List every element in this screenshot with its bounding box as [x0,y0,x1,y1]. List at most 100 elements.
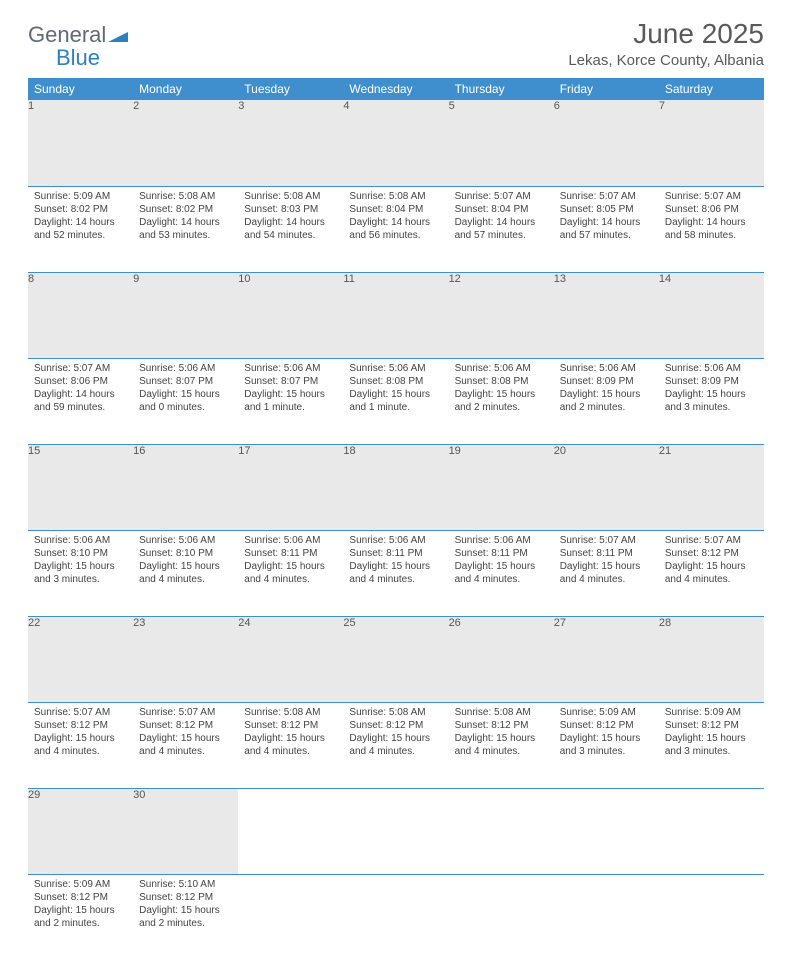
logo-general: General [28,22,106,47]
day-number-cell [343,788,448,874]
triangle-icon [108,28,128,47]
calendar-day-cell: Sunrise: 5:06 AMSunset: 8:07 PMDaylight:… [238,358,343,444]
day-number-cell: 24 [238,616,343,702]
day-number-cell: 5 [449,100,554,186]
weekday-header-row: SundayMondayTuesdayWednesdayThursdayFrid… [28,78,764,100]
day-number-cell: 4 [343,100,448,186]
calendar-day-cell: Sunrise: 5:08 AMSunset: 8:02 PMDaylight:… [133,186,238,272]
weekday-header: Monday [133,78,238,100]
day-number-cell: 18 [343,444,448,530]
calendar-day-cell: Sunrise: 5:09 AMSunset: 8:02 PMDaylight:… [28,186,133,272]
month-title: June 2025 [568,18,764,50]
day-details: Sunrise: 5:06 AMSunset: 8:09 PMDaylight:… [659,359,764,418]
daynum-row: 891011121314 [28,272,764,358]
day-details: Sunrise: 5:09 AMSunset: 8:12 PMDaylight:… [28,875,133,934]
day-details: Sunrise: 5:07 AMSunset: 8:06 PMDaylight:… [659,187,764,246]
calendar-day-cell: Sunrise: 5:06 AMSunset: 8:09 PMDaylight:… [659,358,764,444]
calendar-day-cell: Sunrise: 5:06 AMSunset: 8:08 PMDaylight:… [343,358,448,444]
day-details: Sunrise: 5:10 AMSunset: 8:12 PMDaylight:… [133,875,238,934]
day-number-cell: 21 [659,444,764,530]
day-number-cell: 20 [554,444,659,530]
day-number-cell: 12 [449,272,554,358]
day-details: Sunrise: 5:07 AMSunset: 8:11 PMDaylight:… [554,531,659,590]
daynum-row: 2930 [28,788,764,874]
calendar-week-row: Sunrise: 5:06 AMSunset: 8:10 PMDaylight:… [28,530,764,616]
calendar-day-cell: Sunrise: 5:08 AMSunset: 8:04 PMDaylight:… [343,186,448,272]
day-details: Sunrise: 5:06 AMSunset: 8:07 PMDaylight:… [133,359,238,418]
day-details: Sunrise: 5:07 AMSunset: 8:12 PMDaylight:… [659,531,764,590]
day-number-cell: 16 [133,444,238,530]
weekday-header: Saturday [659,78,764,100]
calendar-day-cell: Sunrise: 5:06 AMSunset: 8:10 PMDaylight:… [28,530,133,616]
day-details: Sunrise: 5:09 AMSunset: 8:12 PMDaylight:… [554,703,659,762]
day-number-cell: 15 [28,444,133,530]
day-details: Sunrise: 5:08 AMSunset: 8:12 PMDaylight:… [238,703,343,762]
calendar-day-cell: Sunrise: 5:09 AMSunset: 8:12 PMDaylight:… [554,702,659,788]
location: Lekas, Korce County, Albania [568,52,764,69]
calendar-day-cell: Sunrise: 5:06 AMSunset: 8:10 PMDaylight:… [133,530,238,616]
day-number-cell: 26 [449,616,554,702]
daynum-row: 22232425262728 [28,616,764,702]
day-details: Sunrise: 5:08 AMSunset: 8:12 PMDaylight:… [343,703,448,762]
calendar-week-row: Sunrise: 5:09 AMSunset: 8:02 PMDaylight:… [28,186,764,272]
calendar-day-cell: Sunrise: 5:06 AMSunset: 8:11 PMDaylight:… [343,530,448,616]
calendar-day-cell: Sunrise: 5:09 AMSunset: 8:12 PMDaylight:… [28,874,133,960]
calendar-day-cell: Sunrise: 5:06 AMSunset: 8:11 PMDaylight:… [238,530,343,616]
calendar-table: SundayMondayTuesdayWednesdayThursdayFrid… [28,78,764,960]
calendar-day-cell: Sunrise: 5:08 AMSunset: 8:12 PMDaylight:… [238,702,343,788]
weekday-header: Wednesday [343,78,448,100]
calendar-day-cell: Sunrise: 5:06 AMSunset: 8:07 PMDaylight:… [133,358,238,444]
day-number-cell: 11 [343,272,448,358]
calendar-day-cell: Sunrise: 5:07 AMSunset: 8:04 PMDaylight:… [449,186,554,272]
day-details: Sunrise: 5:09 AMSunset: 8:02 PMDaylight:… [28,187,133,246]
calendar-day-cell: Sunrise: 5:07 AMSunset: 8:12 PMDaylight:… [28,702,133,788]
day-details: Sunrise: 5:06 AMSunset: 8:09 PMDaylight:… [554,359,659,418]
day-details: Sunrise: 5:07 AMSunset: 8:05 PMDaylight:… [554,187,659,246]
day-number-cell: 30 [133,788,238,874]
calendar-day-cell: Sunrise: 5:06 AMSunset: 8:08 PMDaylight:… [449,358,554,444]
calendar-day-cell: Sunrise: 5:07 AMSunset: 8:12 PMDaylight:… [659,530,764,616]
day-number-cell [238,788,343,874]
day-details: Sunrise: 5:07 AMSunset: 8:12 PMDaylight:… [133,703,238,762]
day-details: Sunrise: 5:06 AMSunset: 8:10 PMDaylight:… [133,531,238,590]
day-number-cell: 3 [238,100,343,186]
day-details: Sunrise: 5:06 AMSunset: 8:08 PMDaylight:… [449,359,554,418]
day-details: Sunrise: 5:08 AMSunset: 8:02 PMDaylight:… [133,187,238,246]
day-number-cell: 14 [659,272,764,358]
day-number-cell [659,788,764,874]
logo-blue: Blue [56,45,100,70]
day-details: Sunrise: 5:09 AMSunset: 8:12 PMDaylight:… [659,703,764,762]
day-number-cell: 7 [659,100,764,186]
day-details: Sunrise: 5:06 AMSunset: 8:08 PMDaylight:… [343,359,448,418]
calendar-day-cell: Sunrise: 5:08 AMSunset: 8:12 PMDaylight:… [343,702,448,788]
calendar-day-cell [554,874,659,960]
day-number-cell: 13 [554,272,659,358]
day-number-cell: 28 [659,616,764,702]
day-number-cell: 27 [554,616,659,702]
calendar-day-cell: Sunrise: 5:10 AMSunset: 8:12 PMDaylight:… [133,874,238,960]
calendar-day-cell: Sunrise: 5:08 AMSunset: 8:12 PMDaylight:… [449,702,554,788]
calendar-week-row: Sunrise: 5:09 AMSunset: 8:12 PMDaylight:… [28,874,764,960]
day-number-cell: 17 [238,444,343,530]
day-number-cell [449,788,554,874]
day-number-cell: 8 [28,272,133,358]
day-details: Sunrise: 5:07 AMSunset: 8:12 PMDaylight:… [28,703,133,762]
calendar-day-cell: Sunrise: 5:07 AMSunset: 8:11 PMDaylight:… [554,530,659,616]
day-number-cell: 23 [133,616,238,702]
logo: General Blue [28,24,128,70]
day-details: Sunrise: 5:06 AMSunset: 8:11 PMDaylight:… [343,531,448,590]
day-number-cell: 2 [133,100,238,186]
calendar-day-cell [343,874,448,960]
calendar-day-cell: Sunrise: 5:07 AMSunset: 8:06 PMDaylight:… [659,186,764,272]
day-number-cell: 1 [28,100,133,186]
day-details: Sunrise: 5:07 AMSunset: 8:06 PMDaylight:… [28,359,133,418]
daynum-row: 1234567 [28,100,764,186]
weekday-header: Sunday [28,78,133,100]
day-details: Sunrise: 5:08 AMSunset: 8:04 PMDaylight:… [343,187,448,246]
calendar-day-cell: Sunrise: 5:07 AMSunset: 8:05 PMDaylight:… [554,186,659,272]
calendar-day-cell: Sunrise: 5:07 AMSunset: 8:06 PMDaylight:… [28,358,133,444]
day-number-cell: 19 [449,444,554,530]
calendar-day-cell: Sunrise: 5:08 AMSunset: 8:03 PMDaylight:… [238,186,343,272]
day-number-cell: 29 [28,788,133,874]
calendar-day-cell: Sunrise: 5:07 AMSunset: 8:12 PMDaylight:… [133,702,238,788]
